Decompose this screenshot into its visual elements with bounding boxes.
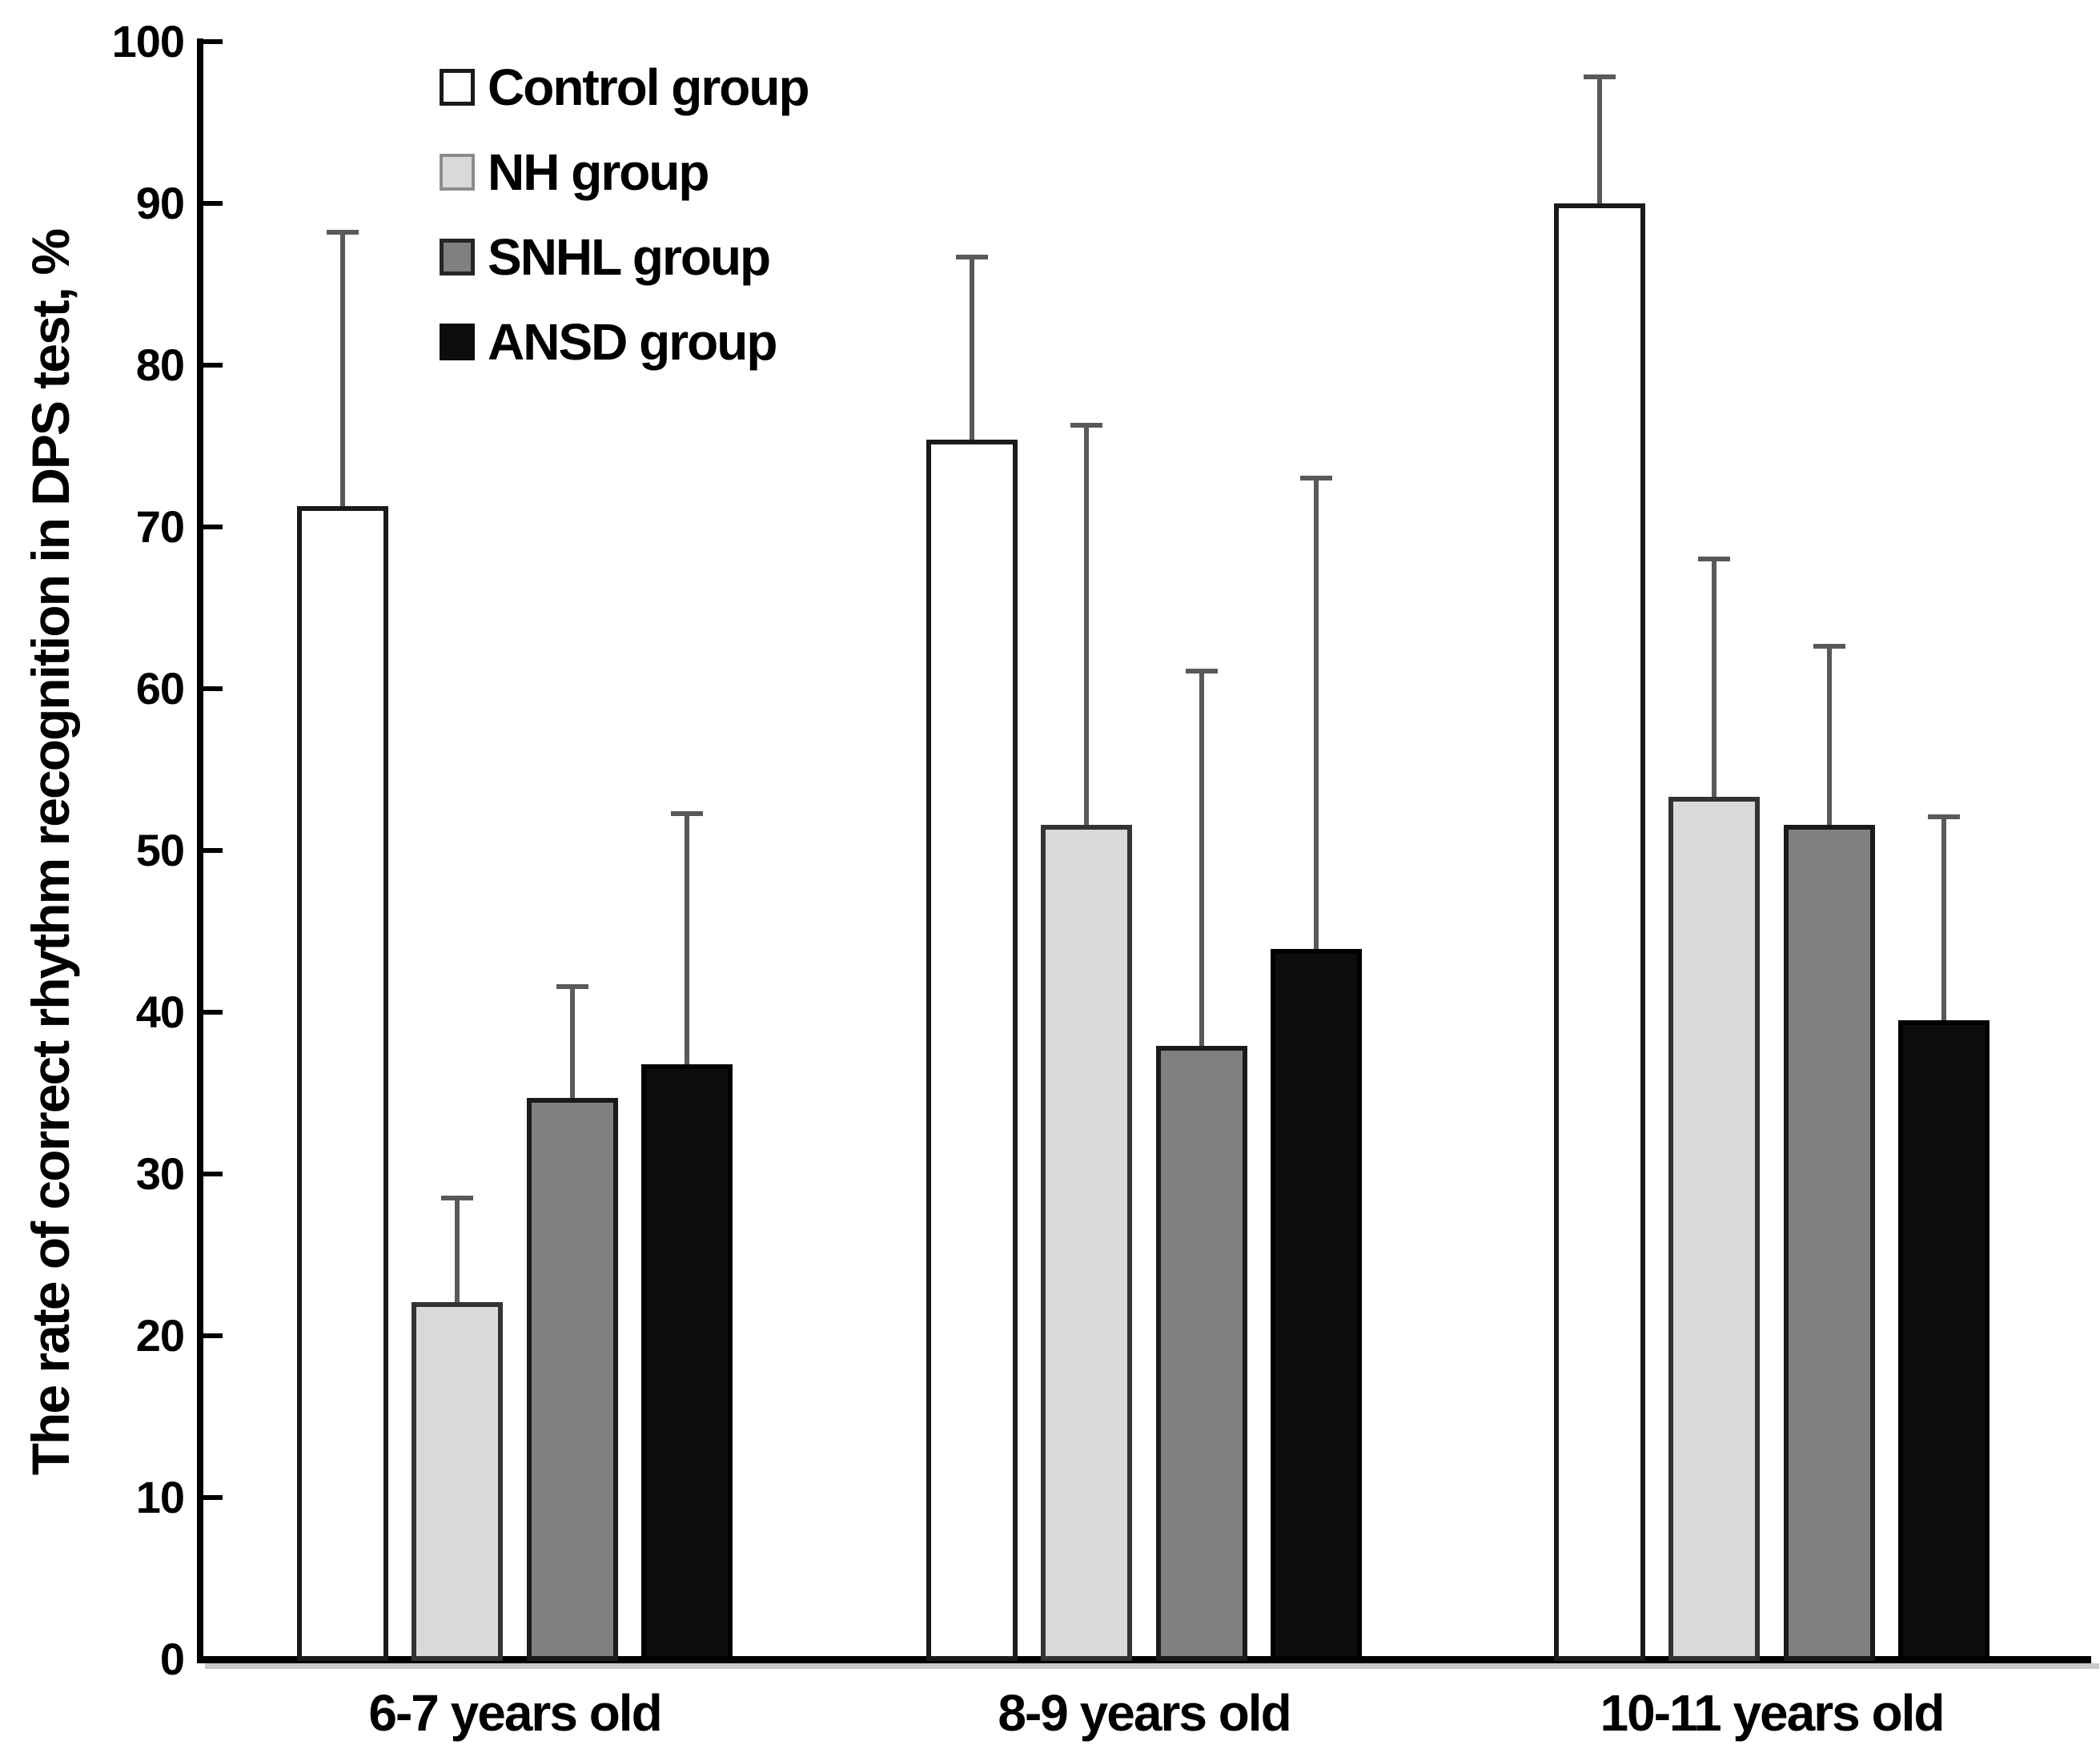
error-bar-stem-ansd-0 bbox=[685, 813, 689, 1064]
legend-item-nh: NH group bbox=[440, 130, 809, 215]
y-tick-label: 0 bbox=[159, 1634, 185, 1684]
y-tick-mark bbox=[203, 848, 223, 853]
error-bar-stem-control-2 bbox=[1597, 77, 1602, 203]
bar-nh-10-11-years-old bbox=[1668, 797, 1760, 1661]
bar-control-6-7-years-old bbox=[297, 505, 388, 1661]
legend: Control group NH group SNHL group ANSD g… bbox=[440, 45, 810, 384]
bar-nh-6-7-years-old bbox=[412, 1301, 503, 1661]
bar-control-8-9-years-old bbox=[926, 439, 1018, 1661]
error-bar-stem-snhl-1 bbox=[1199, 670, 1204, 1047]
error-bar-stem-snhl-0 bbox=[570, 986, 575, 1099]
y-tick-mark bbox=[203, 201, 223, 206]
y-tick-mark bbox=[203, 525, 223, 529]
y-tick-mark bbox=[203, 1333, 223, 1338]
legend-swatch-control-icon bbox=[440, 69, 475, 106]
error-bar-cap-control-1 bbox=[956, 254, 988, 259]
y-tick-mark bbox=[203, 363, 223, 368]
error-bar-cap-ansd-0 bbox=[671, 810, 703, 816]
error-bar-cap-nh-1 bbox=[1070, 422, 1102, 428]
legend-label-nh: NH group bbox=[488, 143, 709, 201]
legend-item-ansd: ANSD group bbox=[440, 300, 809, 384]
legend-swatch-ansd-icon bbox=[440, 324, 475, 360]
y-tick-mark bbox=[203, 1172, 223, 1176]
y-tick-mark bbox=[203, 1495, 223, 1500]
y-tick-label: 60 bbox=[135, 663, 185, 714]
error-bar-cap-snhl-0 bbox=[556, 983, 588, 989]
error-bar-stem-nh-2 bbox=[1712, 559, 1717, 798]
bar-ansd-10-11-years-old bbox=[1898, 1020, 1990, 1661]
y-tick-label: 10 bbox=[135, 1472, 185, 1522]
y-tick-label: 100 bbox=[111, 16, 185, 66]
error-bar-stem-ansd-1 bbox=[1314, 478, 1319, 950]
bar-nh-8-9-years-old bbox=[1041, 824, 1132, 1661]
error-bar-stem-ansd-2 bbox=[1941, 816, 1946, 1021]
error-bar-cap-nh-0 bbox=[441, 1196, 473, 1201]
bar-snhl-8-9-years-old bbox=[1156, 1046, 1247, 1661]
bar-ansd-8-9-years-old bbox=[1271, 949, 1362, 1661]
legend-label-snhl: SNHL group bbox=[488, 228, 771, 286]
y-tick-mark bbox=[203, 39, 223, 44]
bar-control-10-11-years-old bbox=[1554, 203, 1645, 1661]
legend-item-snhl: SNHL group bbox=[440, 215, 809, 300]
y-tick-mark bbox=[203, 1010, 223, 1015]
error-bar-stem-snhl-2 bbox=[1827, 646, 1832, 825]
bar-snhl-6-7-years-old bbox=[527, 1098, 618, 1661]
y-tick-label: 90 bbox=[135, 178, 185, 228]
y-tick-label: 20 bbox=[135, 1310, 185, 1361]
y-axis-line bbox=[197, 38, 203, 1663]
error-bar-cap-control-2 bbox=[1584, 74, 1616, 80]
y-tick-label: 40 bbox=[135, 987, 185, 1037]
error-bar-cap-ansd-2 bbox=[1928, 814, 1960, 819]
error-bar-cap-control-0 bbox=[327, 230, 359, 235]
legend-label-control: Control group bbox=[488, 58, 810, 116]
error-bar-stem-control-0 bbox=[340, 232, 345, 506]
error-bar-stem-nh-0 bbox=[455, 1198, 460, 1302]
y-tick-mark bbox=[203, 686, 223, 691]
error-bar-stem-nh-1 bbox=[1084, 424, 1089, 825]
x-category-label-1: 8-9 years old bbox=[998, 1684, 1291, 1742]
bar-ansd-6-7-years-old bbox=[641, 1063, 733, 1661]
x-axis-shadow bbox=[205, 1663, 2099, 1669]
error-bar-cap-ansd-1 bbox=[1300, 476, 1332, 481]
error-bar-cap-nh-2 bbox=[1698, 557, 1730, 562]
bar-snhl-10-11-years-old bbox=[1784, 824, 1875, 1661]
legend-swatch-snhl-icon bbox=[440, 239, 475, 275]
error-bar-stem-control-1 bbox=[970, 256, 974, 440]
legend-swatch-nh-icon bbox=[440, 154, 475, 191]
legend-item-control: Control group bbox=[440, 45, 810, 130]
error-bar-cap-snhl-1 bbox=[1186, 668, 1218, 673]
y-tick-label: 80 bbox=[135, 340, 185, 390]
x-axis-line bbox=[197, 1656, 2091, 1663]
x-category-label-0: 6-7 years old bbox=[368, 1684, 662, 1742]
y-tick-label: 30 bbox=[135, 1148, 185, 1199]
x-category-label-2: 10-11 years old bbox=[1600, 1684, 1945, 1742]
legend-label-ansd: ANSD group bbox=[488, 313, 777, 371]
y-tick-label: 70 bbox=[135, 501, 185, 552]
y-tick-label: 50 bbox=[135, 825, 185, 875]
error-bar-cap-snhl-2 bbox=[1813, 644, 1845, 649]
